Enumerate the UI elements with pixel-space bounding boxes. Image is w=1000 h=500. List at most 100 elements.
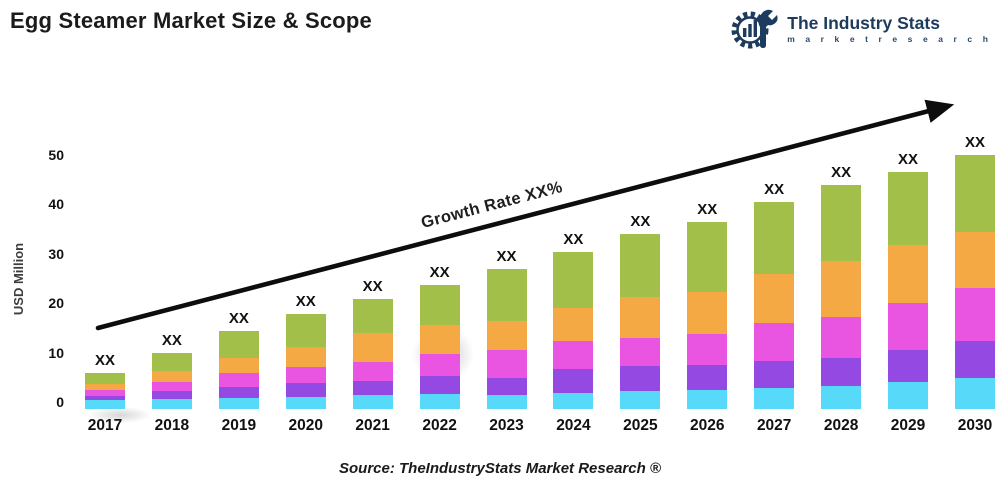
orange-segment xyxy=(419,324,460,354)
magenta-segment xyxy=(85,390,125,396)
magenta-segment xyxy=(821,317,862,358)
purple-segment xyxy=(419,375,460,395)
purple-segment xyxy=(151,391,192,399)
purple-segment xyxy=(285,383,326,397)
x-tick-label: 2030 xyxy=(957,417,993,434)
magenta-segment xyxy=(888,302,929,350)
bar-value-label: XX xyxy=(161,332,182,350)
green-segment xyxy=(486,269,527,321)
orange-segment xyxy=(754,273,795,324)
logo-name: The Industry Stats xyxy=(787,12,940,33)
orange-segment xyxy=(954,231,995,289)
magenta-segment xyxy=(754,323,795,361)
cyan-segment xyxy=(954,378,995,409)
y-tick-label: 20 xyxy=(48,295,64,312)
orange-segment xyxy=(620,297,661,338)
x-tick-label: 2029 xyxy=(890,417,926,434)
cyan-segment xyxy=(687,389,728,409)
purple-segment xyxy=(687,364,728,390)
bar-value-label: XX xyxy=(496,248,517,266)
green-segment xyxy=(687,221,728,292)
bar-2018 xyxy=(151,353,192,409)
orange-segment xyxy=(486,320,527,350)
bar-value-label: XX xyxy=(429,264,450,282)
orange-segment xyxy=(218,357,259,374)
orange-segment xyxy=(821,260,862,318)
green-segment xyxy=(151,353,192,372)
bar-2028 xyxy=(821,184,862,409)
bar-2026 xyxy=(687,221,728,409)
x-tick-label: 2018 xyxy=(154,417,190,434)
magenta-segment xyxy=(687,334,728,365)
bar-2025 xyxy=(620,234,661,409)
growth-rate-label: Growth Rate XX% xyxy=(419,177,565,233)
purple-segment xyxy=(352,381,393,395)
cyan-segment xyxy=(419,394,460,409)
x-tick-label: 2020 xyxy=(288,417,323,434)
magenta-segment xyxy=(151,382,192,392)
bar-2024 xyxy=(553,251,594,409)
bar-2020 xyxy=(285,313,326,409)
magenta-segment xyxy=(419,353,460,376)
x-tick-label: 2026 xyxy=(690,417,725,434)
bar-value-label: XX xyxy=(898,151,919,169)
purple-segment xyxy=(85,395,125,400)
gear-wrench-icon xyxy=(731,9,778,49)
bar-2022 xyxy=(419,285,460,409)
bar-value-label: XX xyxy=(697,200,718,218)
y-tick-label: 40 xyxy=(48,196,64,213)
logo-tagline: m a r k e t r e s e a r c h xyxy=(787,34,992,45)
magenta-segment xyxy=(620,337,661,366)
cyan-segment xyxy=(486,395,527,409)
bar-value-label: XX xyxy=(630,213,651,231)
purple-segment xyxy=(954,341,995,379)
y-tick-label: 10 xyxy=(48,344,64,361)
orange-segment xyxy=(352,333,393,363)
green-segment xyxy=(352,298,393,334)
bar-2030 xyxy=(954,155,995,409)
bar-2029 xyxy=(888,172,929,409)
green-segment xyxy=(419,285,460,325)
x-tick-label: 2025 xyxy=(623,417,658,434)
bar-value-label: XX xyxy=(228,310,249,328)
green-segment xyxy=(954,155,995,232)
green-segment xyxy=(620,234,661,298)
green-segment xyxy=(821,184,862,261)
bar-2027 xyxy=(754,202,795,409)
bar-2023 xyxy=(486,269,527,409)
cyan-segment xyxy=(620,391,661,409)
orange-segment xyxy=(888,245,929,303)
source-note: Source: TheIndustryStats Market Research… xyxy=(339,460,661,477)
cyan-segment xyxy=(553,392,594,409)
cyan-segment xyxy=(888,382,929,409)
bar-value-label: XX xyxy=(94,352,115,370)
purple-segment xyxy=(218,386,259,398)
bar-value-label: XX xyxy=(563,230,584,248)
x-tick-label: 2028 xyxy=(823,417,859,434)
x-tick-label: 2023 xyxy=(489,417,524,434)
magenta-segment xyxy=(218,373,259,387)
x-tick-label: 2022 xyxy=(422,417,457,434)
cyan-segment xyxy=(285,396,326,409)
bar-2021 xyxy=(352,298,393,409)
page-title: Egg Steamer Market Size & Scope xyxy=(10,8,372,33)
cyan-segment xyxy=(754,388,795,409)
orange-segment xyxy=(85,383,125,391)
magenta-segment xyxy=(486,349,527,379)
orange-segment xyxy=(285,347,326,368)
magenta-segment xyxy=(352,362,393,382)
x-tick-label: 2017 xyxy=(87,417,123,434)
x-tick-label: 2024 xyxy=(556,417,591,434)
logo: The Industry Stats m a r k e t r e s e a… xyxy=(730,6,992,52)
magenta-segment xyxy=(954,288,995,342)
y-tick-label: 0 xyxy=(56,394,64,410)
green-segment xyxy=(285,313,326,348)
green-segment xyxy=(218,331,259,358)
x-tick-label: 2021 xyxy=(355,417,390,434)
bar-2019 xyxy=(218,331,259,409)
purple-segment xyxy=(821,357,862,386)
x-tick-label: 2019 xyxy=(221,417,257,434)
purple-segment xyxy=(553,369,594,393)
cyan-segment xyxy=(151,398,192,409)
